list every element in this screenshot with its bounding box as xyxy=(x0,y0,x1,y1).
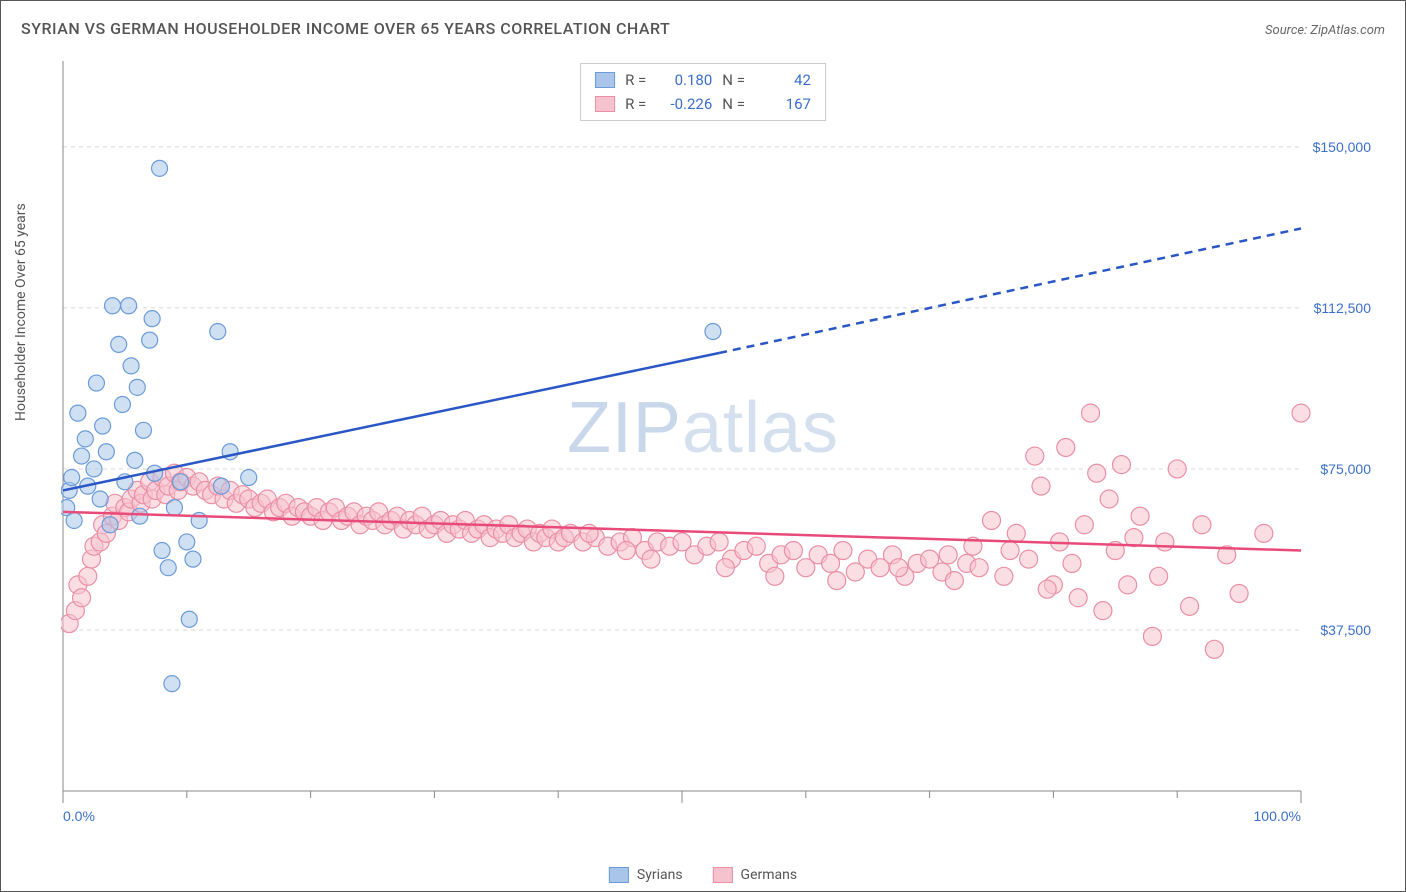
legend-item-germans: Germans xyxy=(713,867,798,883)
source-label: Source: ZipAtlas.com xyxy=(1265,23,1385,38)
legend-bottom: Syrians Germans xyxy=(609,867,797,883)
n-value-germans: 167 xyxy=(755,95,811,113)
svg-text:100.0%: 100.0% xyxy=(1254,808,1301,824)
swatch-germans xyxy=(713,867,733,883)
legend-label-syrians: Syrians xyxy=(637,867,683,883)
r-label: R = xyxy=(625,95,646,113)
y-axis-label: Householder Income Over 65 years xyxy=(13,203,29,421)
chart-title: SYRIAN VS GERMAN HOUSEHOLDER INCOME OVER… xyxy=(21,19,670,38)
plot-area: $37,500 $75,000 $112,500 $150,000 0.0% 100.0% xyxy=(61,61,1381,831)
n-label: N = xyxy=(722,95,745,113)
svg-text:0.0%: 0.0% xyxy=(63,808,95,824)
chart-svg: $37,500 $75,000 $112,500 $150,000 0.0% 100.0% xyxy=(61,61,1381,831)
svg-text:$75,000: $75,000 xyxy=(1320,461,1371,477)
svg-text:$150,000: $150,000 xyxy=(1313,139,1372,155)
n-label: N = xyxy=(722,71,745,89)
r-label: R = xyxy=(625,71,646,89)
swatch-syrians xyxy=(609,867,629,883)
r-value-syrians: 0.180 xyxy=(656,71,712,89)
chart-container: SYRIAN VS GERMAN HOUSEHOLDER INCOME OVER… xyxy=(0,0,1406,892)
svg-text:$37,500: $37,500 xyxy=(1320,622,1371,638)
r-value-germans: -0.226 xyxy=(656,95,712,113)
swatch-syrians xyxy=(595,72,615,88)
n-value-syrians: 42 xyxy=(755,71,811,89)
svg-text:$112,500: $112,500 xyxy=(1314,300,1372,316)
stats-row-syrians: R = 0.180 N = 42 xyxy=(595,68,811,92)
stats-row-germans: R = -0.226 N = 167 xyxy=(595,92,811,116)
swatch-germans xyxy=(595,96,615,112)
legend-item-syrians: Syrians xyxy=(609,867,683,883)
stats-legend-box: R = 0.180 N = 42 R = -0.226 N = 167 xyxy=(580,63,826,121)
legend-label-germans: Germans xyxy=(741,867,798,883)
